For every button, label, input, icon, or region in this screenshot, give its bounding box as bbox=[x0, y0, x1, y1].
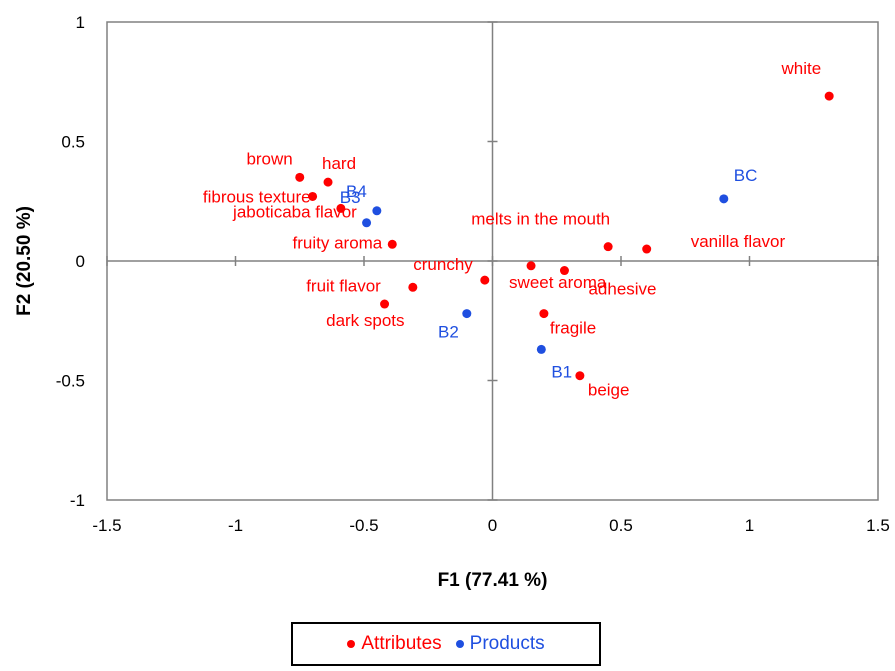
attribute-point bbox=[559, 266, 569, 276]
attribute-label: sweet aroma bbox=[509, 273, 607, 292]
attribute-point bbox=[642, 244, 652, 254]
attribute-label: vanilla flavor bbox=[691, 232, 786, 251]
y-tick-label: 0 bbox=[76, 252, 85, 271]
attribute-label: melts in the mouth bbox=[471, 210, 610, 229]
attribute-point bbox=[308, 191, 318, 201]
attribute-label: fragile bbox=[550, 319, 596, 338]
attribute-label: fruit flavor bbox=[306, 276, 381, 295]
data-points bbox=[295, 91, 834, 381]
attribute-point bbox=[336, 203, 346, 213]
attribute-point bbox=[575, 371, 585, 381]
attribute-point bbox=[295, 172, 305, 182]
product-point bbox=[462, 309, 472, 319]
product-point bbox=[719, 194, 729, 204]
attribute-point bbox=[480, 275, 490, 285]
x-tick-label: 1 bbox=[745, 516, 754, 535]
tick-labels: -1.5 -1 -0.5 0 0.5 1 1.5 -1 -0.5 0 0.5 1 bbox=[56, 13, 890, 535]
legend-label-products: Products bbox=[469, 633, 545, 654]
product-point bbox=[372, 206, 382, 216]
attribute-point bbox=[387, 239, 397, 249]
y-tick-label: -0.5 bbox=[56, 372, 85, 391]
attribute-label: adhesive bbox=[588, 280, 656, 299]
product-label: BC bbox=[734, 166, 758, 185]
x-tick-label: -1 bbox=[228, 516, 243, 535]
x-axis-title: F1 (77.41 %) bbox=[438, 570, 548, 591]
y-tick-label: 0.5 bbox=[61, 133, 85, 152]
legend-marker-attributes bbox=[347, 640, 356, 648]
x-tick-label: -0.5 bbox=[349, 516, 378, 535]
product-label: B1 bbox=[551, 362, 572, 381]
product-point bbox=[362, 218, 372, 228]
legend: Attributes Products bbox=[291, 622, 601, 666]
legend-marker-products bbox=[455, 640, 464, 648]
product-label: B4 bbox=[346, 182, 367, 201]
x-tick-label: -1.5 bbox=[92, 516, 121, 535]
attribute-label: brown bbox=[246, 149, 292, 168]
attribute-point bbox=[539, 309, 549, 319]
axes bbox=[106, 21, 879, 501]
attribute-point bbox=[824, 91, 834, 101]
attribute-point bbox=[603, 242, 613, 252]
attribute-point bbox=[526, 261, 536, 271]
y-tick-label: 1 bbox=[76, 13, 85, 32]
attribute-label: beige bbox=[588, 381, 630, 400]
x-tick-label: 0.5 bbox=[609, 516, 633, 535]
product-point bbox=[536, 344, 546, 354]
attribute-label: dark spots bbox=[326, 311, 404, 330]
attribute-label: fruity aroma bbox=[293, 233, 383, 252]
legend-item-attributes: Attributes bbox=[347, 633, 442, 655]
legend-item-products: Products bbox=[455, 633, 545, 655]
x-tick-label: 1.5 bbox=[866, 516, 890, 535]
y-axis-title: F2 (20.50 %) bbox=[14, 206, 35, 316]
attribute-label: fibrous texture bbox=[203, 187, 311, 206]
attribute-label: jaboticaba flavor bbox=[232, 202, 357, 221]
product-label: B2 bbox=[438, 323, 459, 342]
attribute-point bbox=[323, 177, 333, 187]
attribute-label: crunchy bbox=[413, 255, 473, 274]
attribute-point bbox=[408, 282, 418, 292]
y-tick-label: -1 bbox=[70, 491, 85, 510]
attribute-label: hard bbox=[322, 154, 356, 173]
scatter-chart: -1.5 -1 -0.5 0 0.5 1 1.5 -1 -0.5 0 0.5 1 white brown… bbox=[14, 13, 890, 591]
product-label: B3 bbox=[340, 188, 361, 207]
attribute-point bbox=[380, 299, 390, 309]
point-labels: white brown hard fibrous texturejaboticaba … bbox=[203, 59, 821, 400]
legend-label-attributes: Attributes bbox=[361, 633, 442, 654]
attribute-label: white bbox=[780, 59, 821, 78]
x-tick-label: 0 bbox=[488, 516, 497, 535]
